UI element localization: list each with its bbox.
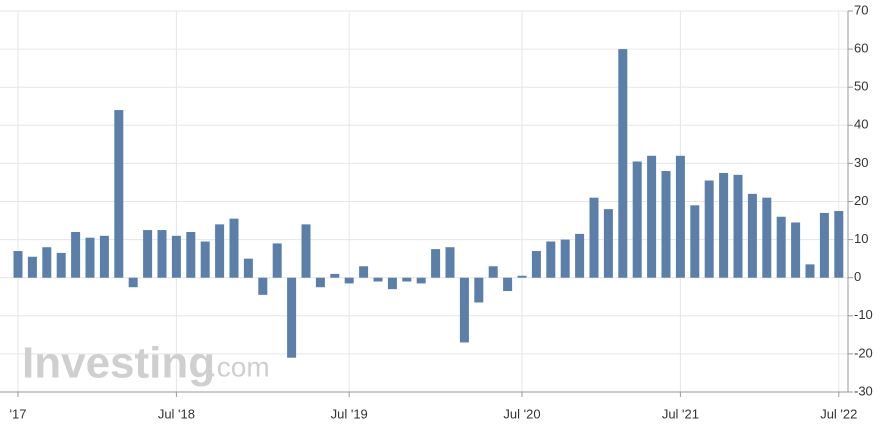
bar [315, 277, 325, 288]
bar [99, 235, 109, 278]
bar [171, 235, 181, 278]
bar [762, 197, 772, 278]
bar [186, 231, 196, 278]
bar [834, 211, 844, 278]
bar [200, 241, 210, 278]
y-tick-label: -20 [854, 345, 873, 360]
bar [503, 277, 513, 292]
bar [416, 277, 426, 284]
bar [157, 230, 167, 278]
x-tick-label: Jul '19 [331, 406, 368, 421]
x-tick-label: Jul '20 [503, 406, 540, 421]
y-tick-label: -30 [854, 383, 873, 398]
bar [661, 171, 671, 278]
bar [128, 277, 138, 288]
watermark-brand: Investing [22, 339, 215, 388]
bar [387, 277, 397, 290]
bar [27, 256, 37, 278]
bar [359, 266, 369, 278]
bar [344, 277, 354, 284]
y-tick-label: 70 [854, 2, 868, 17]
bar [445, 247, 455, 278]
watermark-suffix: .com [209, 351, 270, 382]
bar [114, 110, 124, 278]
bar [229, 218, 239, 278]
bar [805, 264, 815, 278]
y-tick-label: 60 [854, 41, 868, 56]
bar [402, 277, 412, 282]
bar [272, 243, 282, 278]
bar [791, 222, 801, 278]
bar [575, 233, 585, 278]
bar [488, 266, 498, 278]
bar [56, 252, 66, 278]
bar [13, 251, 23, 278]
x-tick-label: Jul '21 [662, 406, 699, 421]
bar [647, 155, 657, 278]
bar [531, 251, 541, 278]
bar [690, 205, 700, 278]
bar [459, 277, 469, 343]
y-tick-label: 20 [854, 193, 868, 208]
bar [675, 155, 685, 278]
bar [517, 275, 527, 278]
bar [71, 231, 81, 278]
bar [747, 193, 757, 278]
bar [330, 273, 340, 278]
x-tick-label: Jul '18 [158, 406, 195, 421]
bar [603, 209, 613, 278]
bar [474, 277, 484, 303]
bar [287, 277, 297, 358]
y-tick-label: 50 [854, 79, 868, 94]
x-tick-label: Jul '22 [820, 406, 857, 421]
x-tick-label: '17 [10, 406, 27, 421]
bar [243, 258, 253, 278]
bar [560, 239, 570, 278]
bar [819, 212, 829, 278]
bar [632, 161, 642, 278]
bar [258, 277, 268, 295]
y-tick-label: 40 [854, 117, 868, 132]
y-tick-label: -10 [854, 307, 873, 322]
bar [301, 224, 311, 278]
y-tick-label: 0 [854, 269, 861, 284]
bar [618, 49, 628, 278]
bar [546, 241, 556, 278]
bar [215, 224, 225, 278]
bar [373, 277, 383, 282]
bar [733, 174, 743, 278]
y-tick-label: 30 [854, 155, 868, 170]
bar [431, 249, 441, 278]
bar [85, 237, 95, 278]
y-tick-label: 10 [854, 231, 868, 246]
bar [42, 247, 52, 278]
bar [143, 230, 153, 278]
bar [719, 172, 729, 278]
bar [589, 197, 599, 278]
bar [704, 180, 714, 278]
bar [776, 216, 786, 278]
